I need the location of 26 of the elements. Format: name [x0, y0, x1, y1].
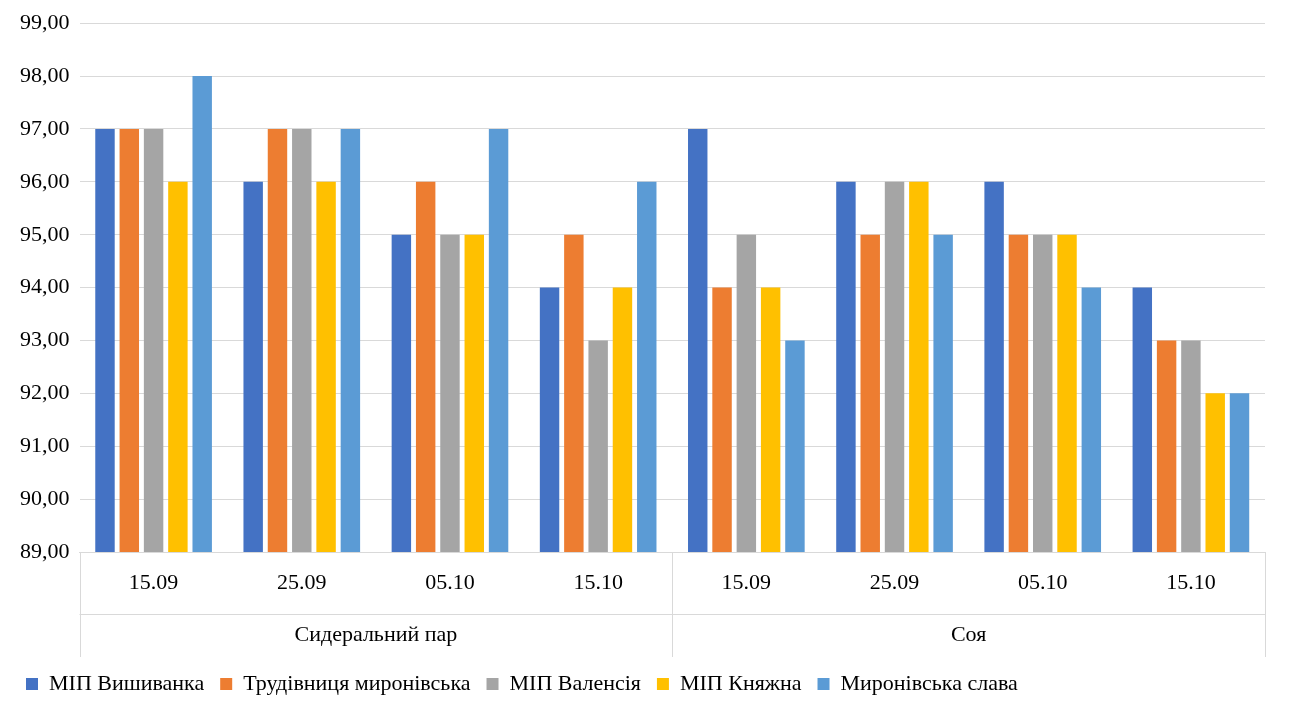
legend-label: МІП Валенсія [509, 669, 641, 695]
y-tick-label: 96,00 [20, 167, 70, 193]
y-tick-label: 98,00 [20, 61, 70, 87]
x-tick-label: 25.09 [277, 568, 327, 594]
legend-label: МІП Княжна [679, 669, 802, 695]
y-tick-label: 91,00 [20, 432, 70, 458]
x-tick-label: 05.10 [1017, 568, 1068, 594]
legend-label: МІП Вишиванка [49, 669, 205, 695]
y-tick-label: 89,00 [20, 537, 70, 563]
y-tick-label: 97,00 [20, 114, 70, 140]
x-tick-label: 15.10 [573, 568, 623, 594]
y-tick-label: 90,00 [20, 484, 70, 510]
legend-label: Трудівниця миронівська [243, 669, 471, 695]
x-tick-label: 15.10 [1166, 568, 1216, 594]
x-tick-label: 15.09 [721, 568, 772, 594]
y-tick-label: 95,00 [20, 220, 70, 246]
text: Сидеральний пар [294, 620, 458, 646]
y-tick-label: 92,00 [20, 379, 70, 405]
x-tick-label: 25.09 [869, 568, 920, 594]
legend-label: Миронівська слава [840, 669, 1019, 695]
y-tick-label: 99,00 [20, 8, 70, 34]
text: Соя [950, 620, 987, 646]
y-tick-label: 94,00 [20, 273, 70, 299]
x-tick-label: 15.09 [128, 568, 179, 594]
y-tick-label: 93,00 [20, 326, 70, 352]
x-tick-label: 05.10 [425, 568, 475, 594]
